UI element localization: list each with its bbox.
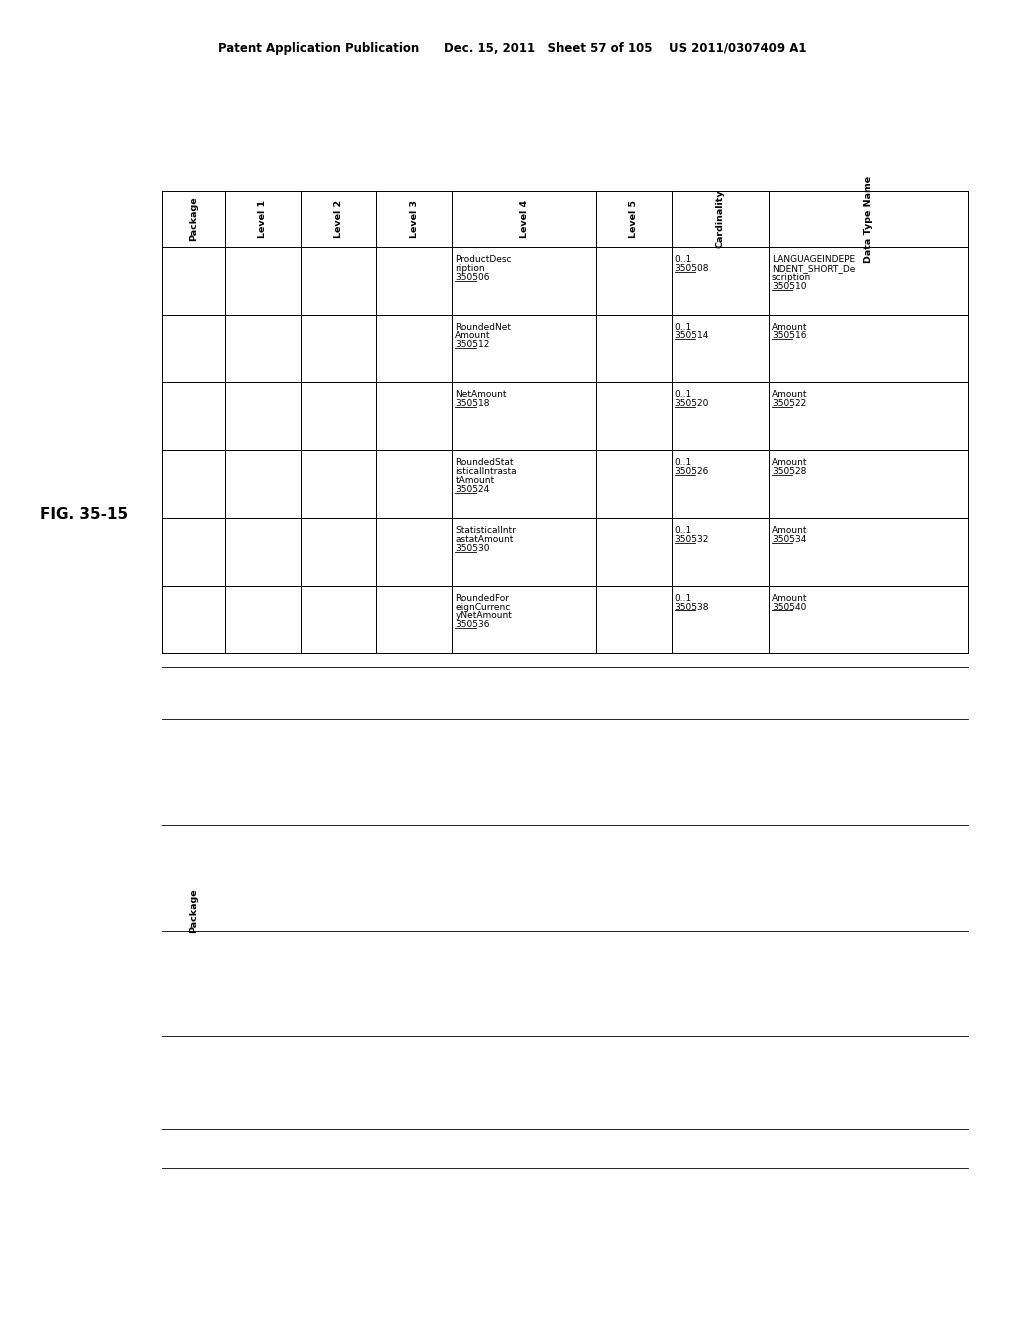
- Text: 350506: 350506: [456, 273, 489, 281]
- Text: 350538: 350538: [675, 602, 710, 611]
- Text: Amount: Amount: [772, 525, 807, 535]
- Text: scription: scription: [772, 273, 811, 281]
- Text: 350512: 350512: [456, 341, 489, 350]
- Text: 350524: 350524: [456, 484, 489, 494]
- Text: NetAmount: NetAmount: [456, 391, 507, 399]
- Text: tAmount: tAmount: [456, 477, 495, 484]
- Text: 350522: 350522: [772, 399, 806, 408]
- Text: 350508: 350508: [675, 264, 710, 273]
- Text: Level 1: Level 1: [258, 201, 267, 238]
- Text: 350516: 350516: [772, 331, 806, 341]
- Text: 0..1: 0..1: [675, 594, 692, 602]
- Text: Amount: Amount: [772, 322, 807, 331]
- Text: 350536: 350536: [456, 620, 489, 630]
- Text: ProductDesc: ProductDesc: [456, 255, 512, 264]
- Text: Package: Package: [188, 197, 198, 242]
- Text: yNetAmount: yNetAmount: [456, 611, 512, 620]
- Text: RoundedStat: RoundedStat: [456, 458, 514, 467]
- Text: eignCurrenc: eignCurrenc: [456, 602, 511, 611]
- Text: Level 3: Level 3: [410, 201, 419, 238]
- Text: isticalIntrasta: isticalIntrasta: [456, 467, 517, 477]
- Text: 350528: 350528: [772, 467, 806, 477]
- Text: 350526: 350526: [675, 467, 709, 477]
- Text: Cardinality: Cardinality: [716, 190, 725, 248]
- Text: Data Type Name: Data Type Name: [863, 176, 872, 263]
- Text: 0..1: 0..1: [675, 525, 692, 535]
- Text: LANGUAGEINDEPE: LANGUAGEINDEPE: [772, 255, 855, 264]
- Text: 350540: 350540: [772, 602, 806, 611]
- Text: 350520: 350520: [675, 399, 709, 408]
- Text: Amount: Amount: [772, 458, 807, 467]
- Text: Level 2: Level 2: [334, 201, 343, 238]
- Text: Level 5: Level 5: [629, 201, 638, 238]
- Text: 350530: 350530: [456, 544, 489, 553]
- Text: FIG. 35-15: FIG. 35-15: [40, 507, 128, 523]
- Text: ription: ription: [456, 264, 485, 273]
- Text: 0..1: 0..1: [675, 391, 692, 399]
- Text: Amount: Amount: [772, 594, 807, 602]
- Text: 0..1: 0..1: [675, 322, 692, 331]
- Text: NDENT_SHORT_De: NDENT_SHORT_De: [772, 264, 855, 273]
- Text: 0..1: 0..1: [675, 458, 692, 467]
- Text: Amount: Amount: [772, 391, 807, 399]
- Text: 350534: 350534: [772, 535, 806, 544]
- Text: Amount: Amount: [456, 331, 490, 341]
- Text: RoundedFor: RoundedFor: [456, 594, 509, 602]
- Text: 350510: 350510: [772, 281, 806, 290]
- Text: 0..1: 0..1: [675, 255, 692, 264]
- Text: astatAmount: astatAmount: [456, 535, 514, 544]
- Text: Package: Package: [188, 888, 198, 933]
- Text: Level 4: Level 4: [519, 201, 528, 238]
- Text: StatisticalIntr: StatisticalIntr: [456, 525, 516, 535]
- Text: Patent Application Publication      Dec. 15, 2011   Sheet 57 of 105    US 2011/0: Patent Application Publication Dec. 15, …: [218, 42, 806, 55]
- Text: RoundedNet: RoundedNet: [456, 322, 511, 331]
- Text: 350518: 350518: [456, 399, 489, 408]
- Text: 350532: 350532: [675, 535, 709, 544]
- Text: 350514: 350514: [675, 331, 709, 341]
